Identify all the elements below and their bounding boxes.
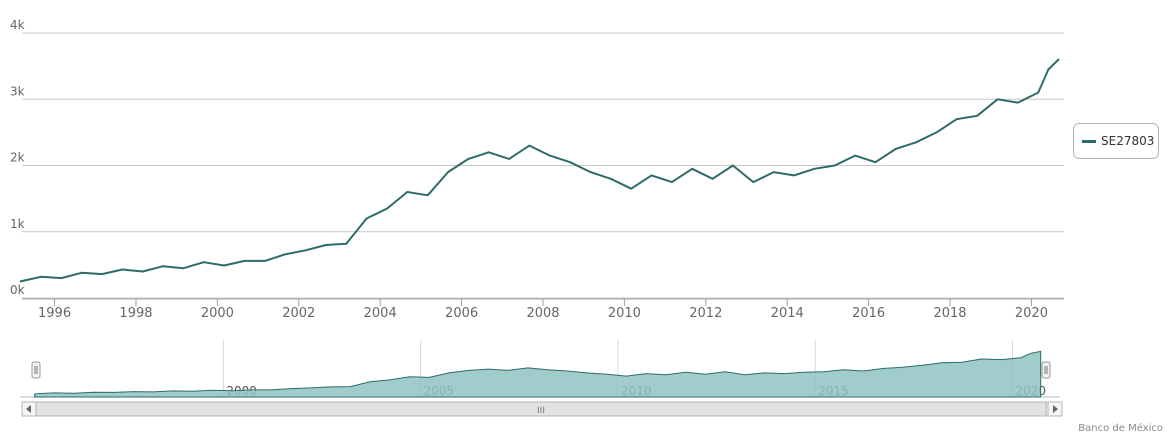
x-tick-label: 2010 <box>608 306 641 321</box>
data-point <box>732 164 734 167</box>
y-tick-label: 1k <box>10 217 25 231</box>
y-tick-label: 4k <box>10 18 25 32</box>
data-point <box>752 181 755 184</box>
data-point <box>80 271 83 274</box>
data-point <box>1057 58 1060 61</box>
data-point <box>976 114 979 117</box>
data-point <box>833 164 836 167</box>
data-point <box>915 141 917 144</box>
data-point <box>121 268 124 271</box>
credit-text[interactable]: Banco de México <box>1078 423 1163 434</box>
x-axis: 1996 1998 2000 2002 2004 2006 2008 2010 2012 2014… <box>22 298 1064 321</box>
data-point <box>854 154 856 157</box>
data-point <box>548 154 551 157</box>
navigator-handle-left[interactable] <box>31 361 41 379</box>
navigator-scrollbar[interactable]: III <box>21 401 1063 417</box>
y-tick-label: 3k <box>10 84 25 98</box>
data-point <box>955 118 958 120</box>
data-point <box>406 191 409 193</box>
x-tick-label: 1996 <box>38 306 71 321</box>
scrollbar-grip: III <box>537 406 545 416</box>
legend[interactable]: SE27803 <box>1073 123 1159 159</box>
data-point <box>426 194 429 197</box>
navigator-handle-body <box>1041 361 1051 379</box>
data-point <box>935 131 938 134</box>
data-point <box>284 253 287 256</box>
data-point <box>202 261 205 264</box>
data-point <box>365 217 368 220</box>
x-tick-label: 2012 <box>689 306 722 321</box>
data-point <box>141 270 144 273</box>
data-point <box>813 167 816 170</box>
data-point <box>40 275 42 278</box>
data-point <box>162 265 165 268</box>
arrow-left-icon <box>26 405 31 413</box>
data-point <box>711 177 714 180</box>
y-axis: 0k 1k 2k 3k 4k <box>10 18 25 297</box>
x-tick-label: 2014 <box>771 306 804 321</box>
gridlines <box>22 32 1064 299</box>
data-point <box>589 171 592 174</box>
x-tick-label: 1998 <box>119 306 152 321</box>
data-point <box>569 161 571 164</box>
data-point <box>793 174 795 177</box>
series-line-SE27803 <box>20 58 1060 283</box>
data-point <box>1037 91 1040 94</box>
data-point <box>304 249 307 252</box>
navigator-series-area <box>34 350 1042 398</box>
data-point <box>630 187 633 190</box>
data-point <box>345 242 348 245</box>
data-point <box>508 158 510 160</box>
navigator: 20002005201020152020III <box>20 340 1063 417</box>
data-point <box>386 207 388 210</box>
data-point <box>772 171 775 174</box>
data-point <box>609 177 612 180</box>
x-tick-label: 2006 <box>445 306 478 321</box>
data-point <box>691 167 694 170</box>
data-point <box>528 144 531 147</box>
data-point <box>1047 68 1050 71</box>
data-point <box>996 98 999 101</box>
x-tick-label: 2016 <box>852 306 885 321</box>
data-point <box>650 174 653 177</box>
legend-swatch <box>1082 139 1096 143</box>
data-point <box>19 280 22 283</box>
data-point <box>60 277 63 279</box>
data-point <box>243 260 246 262</box>
x-tick-label: 2004 <box>364 306 397 321</box>
x-tick-label: 2020 <box>1015 306 1048 321</box>
legend-item-label: SE27803 <box>1101 134 1155 148</box>
arrow-right-icon <box>1053 405 1058 413</box>
x-tick-label: 2002 <box>282 306 315 321</box>
x-tick-label: 2018 <box>933 306 966 321</box>
data-point <box>894 148 897 150</box>
data-point <box>671 181 673 184</box>
data-point <box>264 260 266 262</box>
data-point <box>467 158 470 160</box>
navigator-handle-body <box>31 361 41 379</box>
data-point <box>223 264 226 267</box>
series-layer <box>19 58 1060 283</box>
y-tick-label: 2k <box>10 151 25 165</box>
data-point <box>182 267 185 270</box>
data-point <box>487 151 490 154</box>
data-point <box>874 161 877 164</box>
navigator-handle-right[interactable] <box>1041 361 1051 379</box>
data-point <box>325 244 327 246</box>
data-point <box>101 273 103 275</box>
y-tick-label: 0k <box>10 283 25 297</box>
data-point <box>1017 101 1019 104</box>
x-tick-label: 2008 <box>526 306 559 321</box>
x-tick-label: 2000 <box>201 306 234 321</box>
data-point <box>447 171 449 174</box>
